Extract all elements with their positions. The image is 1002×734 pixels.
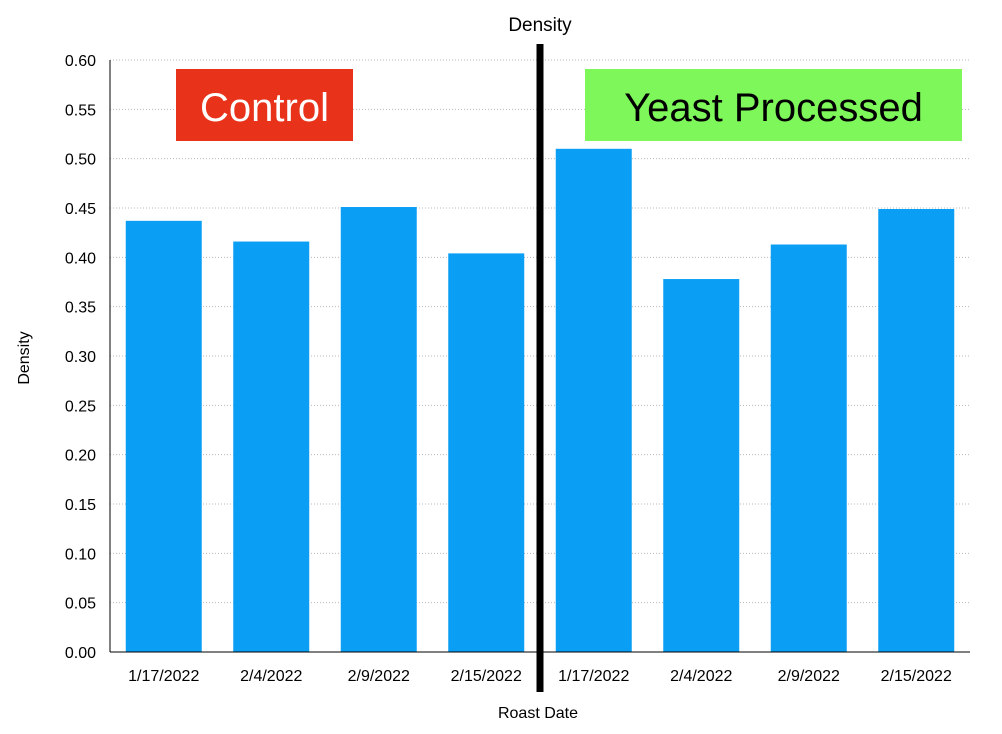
yeast-processed-label-box: Yeast Processed <box>585 69 962 141</box>
yeast-processed-label: Yeast Processed <box>624 86 923 130</box>
bar <box>126 221 202 652</box>
control-label-box: Control <box>176 69 353 141</box>
bar <box>878 209 954 652</box>
y-tick-label: 0.25 <box>65 398 96 415</box>
y-tick-label: 0.35 <box>65 300 96 317</box>
x-tick-label: 2/4/2022 <box>240 668 302 685</box>
y-tick-label: 0.40 <box>65 250 96 267</box>
y-tick-label: 0.15 <box>65 497 96 514</box>
y-tick-labels: 0.00 0.05 0.10 0.15 0.20 0.25 0.30 0.35 0.40 0.45… <box>65 53 96 662</box>
x-tick-label: 1/17/2022 <box>558 668 629 685</box>
bar <box>341 207 417 652</box>
y-tick-label: 0.30 <box>65 349 96 366</box>
bar <box>448 253 524 652</box>
bar <box>663 279 739 652</box>
y-tick-label: 0.00 <box>65 645 96 662</box>
y-tick-label: 0.50 <box>65 152 96 169</box>
y-tick-label: 0.60 <box>65 53 96 70</box>
bar <box>771 245 847 652</box>
y-tick-label: 0.20 <box>65 448 96 465</box>
y-tick-label: 0.05 <box>65 596 96 613</box>
x-tick-label: 1/17/2022 <box>128 668 199 685</box>
x-axis-title: Roast Date <box>498 705 578 722</box>
x-tick-label: 2/15/2022 <box>451 668 522 685</box>
x-tick-label: 2/9/2022 <box>348 668 410 685</box>
control-label: Control <box>200 86 329 130</box>
bar <box>556 149 632 652</box>
x-tick-label: 2/9/2022 <box>778 668 840 685</box>
y-tick-label: 0.10 <box>65 546 96 563</box>
chart-title: Density <box>508 15 572 36</box>
y-tick-label: 0.45 <box>65 201 96 218</box>
y-tick-label: 0.55 <box>65 102 96 119</box>
y-axis-title: Density <box>16 331 33 384</box>
x-tick-label: 2/4/2022 <box>670 668 732 685</box>
bar <box>233 242 309 652</box>
x-tick-label: 2/15/2022 <box>881 668 952 685</box>
